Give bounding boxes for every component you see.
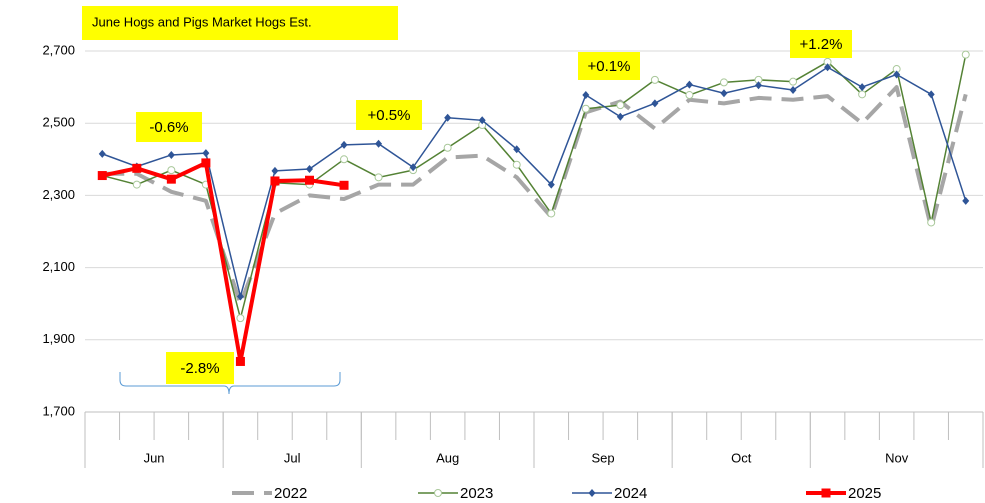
y-tick-label: 2,700 [42,42,75,57]
month-label: Jun [144,450,165,465]
point [789,77,798,86]
point [236,314,245,323]
point [893,70,901,79]
point [651,99,659,108]
point [547,180,555,189]
point [961,50,970,59]
month-label: Sep [592,450,615,465]
point [97,171,107,181]
point [166,174,176,184]
point [167,166,176,175]
point [132,163,142,173]
point [685,91,694,100]
point [547,209,556,218]
legend-marker [434,489,442,497]
point [616,112,624,121]
point [236,292,244,301]
point [201,158,211,168]
point [444,113,452,122]
point [685,80,693,89]
point [650,75,659,84]
point [755,81,762,90]
point [443,143,452,152]
annotation: +0.5% [368,107,411,124]
point [235,356,245,366]
point [306,165,313,174]
point [513,145,521,154]
y-tick-label: 2,100 [42,259,75,274]
month-label: Oct [731,450,752,465]
point [720,89,728,98]
annotation-box [136,112,202,142]
point [374,173,383,182]
annotation: -2.8% [180,360,219,377]
series-line [102,85,968,306]
point [719,78,728,87]
point [962,196,970,205]
chart-title: June Hogs and Pigs Market Hogs Est. [92,14,312,29]
point [167,150,175,159]
point [340,155,349,164]
bracket [119,372,341,395]
legend-label: 2023 [460,485,493,502]
y-tick-label: 2,500 [42,115,75,130]
series-line [101,160,345,364]
point [270,176,280,186]
title-box [82,6,398,40]
point [858,83,866,92]
month-label: Aug [436,450,459,465]
point [927,218,936,227]
legend-marker [588,489,596,497]
point [340,140,348,149]
point [824,63,832,72]
annotation: +0.1% [588,58,631,75]
y-tick-label: 1,900 [42,331,75,346]
point [202,149,210,158]
annotation-box [166,352,234,384]
annotation-box [578,52,640,80]
point [581,104,590,113]
point [271,166,279,175]
point [339,180,349,190]
annotation: +1.2% [800,36,843,53]
month-label: Nov [885,450,909,465]
point [512,160,521,169]
legend-label: 2022 [274,485,307,502]
month-label: Jul [284,450,301,465]
point [375,139,383,148]
series-line [102,54,967,319]
point [858,90,867,99]
point [927,90,935,99]
point [478,116,486,125]
y-tick-label: 2,300 [42,187,75,202]
y-tick-label: 1,700 [42,403,75,418]
legend-label: 2024 [614,485,647,502]
legend-label: 2025 [848,485,881,502]
point [789,85,797,94]
point [582,91,590,100]
series-line [102,66,967,298]
legend-marker [821,488,831,498]
annotation: -0.6% [149,119,188,136]
annotation-box [790,30,852,58]
point [409,163,417,172]
point [132,180,141,189]
annotation-box [356,100,422,130]
point [616,101,625,110]
point [98,149,106,158]
point [305,175,314,185]
